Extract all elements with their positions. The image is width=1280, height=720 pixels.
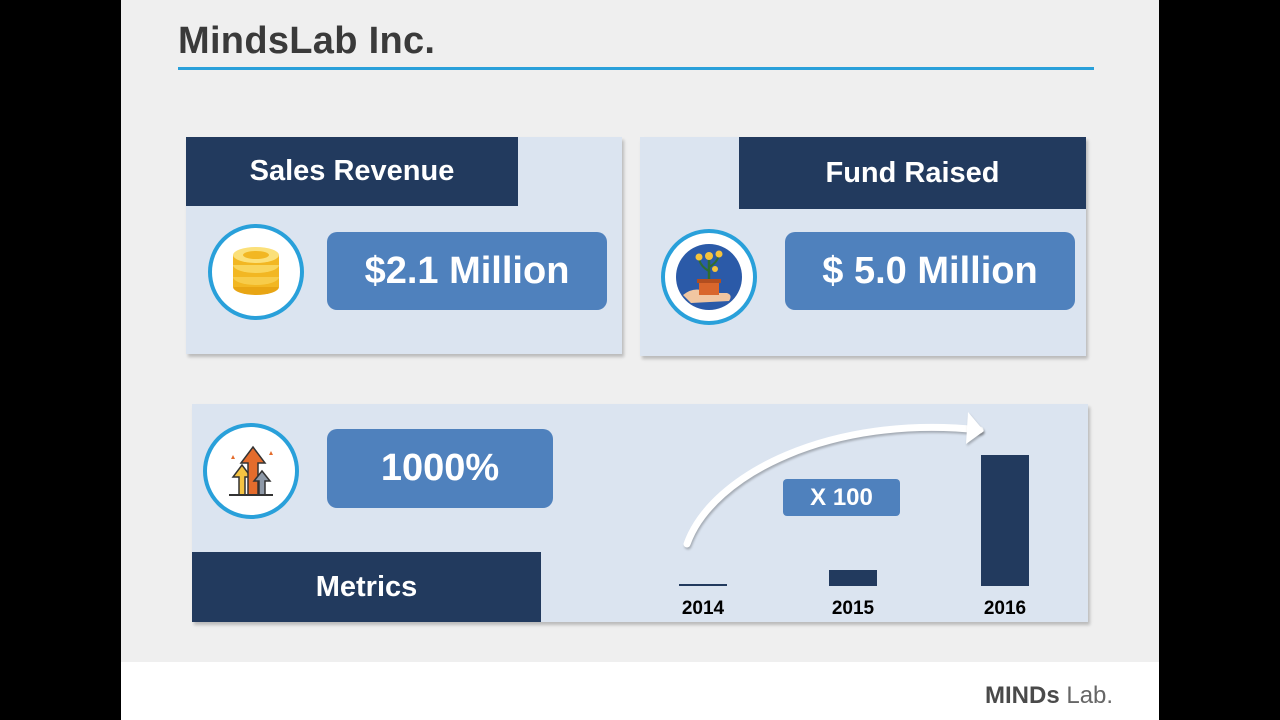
coins-icon [208,224,304,320]
multiplier-label: X 100 [783,479,900,516]
chart-x-label-2014: 2014 [681,598,725,619]
sales-revenue-value: $2.1 Million [327,232,607,310]
fund-raised-value: $ 5.0 Million [785,232,1075,310]
chart-bar-2015 [829,570,877,586]
sales-revenue-header: Sales Revenue [186,137,518,206]
title-divider [178,67,1094,70]
chart-bar-2016 [981,455,1029,586]
page-title: MindsLab Inc. [178,20,436,62]
metrics-panel: 1000% Metrics 2014 2015 2016 X 100 [192,404,1088,622]
fund-raised-header: Fund Raised [739,137,1086,209]
growth-value: 1000% [327,429,553,508]
chart-x-label-2016: 2016 [983,598,1027,619]
sales-revenue-panel: Sales Revenue $2.1 Million [186,137,622,354]
logo-light-text: Lab. [1066,682,1114,709]
minds-lab-logo: MINDs Lab. [985,682,1113,710]
growth-arrows-icon [203,423,299,519]
metrics-header: Metrics [192,552,541,622]
footer-band [121,662,1159,720]
fund-raised-panel: Fund Raised $ 5.0 Million [640,137,1086,356]
logo-bold-text: MINDs [985,682,1060,709]
plant-money-icon [661,229,757,325]
chart-bar-2014 [679,584,727,586]
slide: MindsLab Inc. Sales Revenue $2.1 Million… [121,0,1159,720]
chart-x-label-2015: 2015 [831,598,875,619]
growth-arrow-curve [683,412,984,548]
